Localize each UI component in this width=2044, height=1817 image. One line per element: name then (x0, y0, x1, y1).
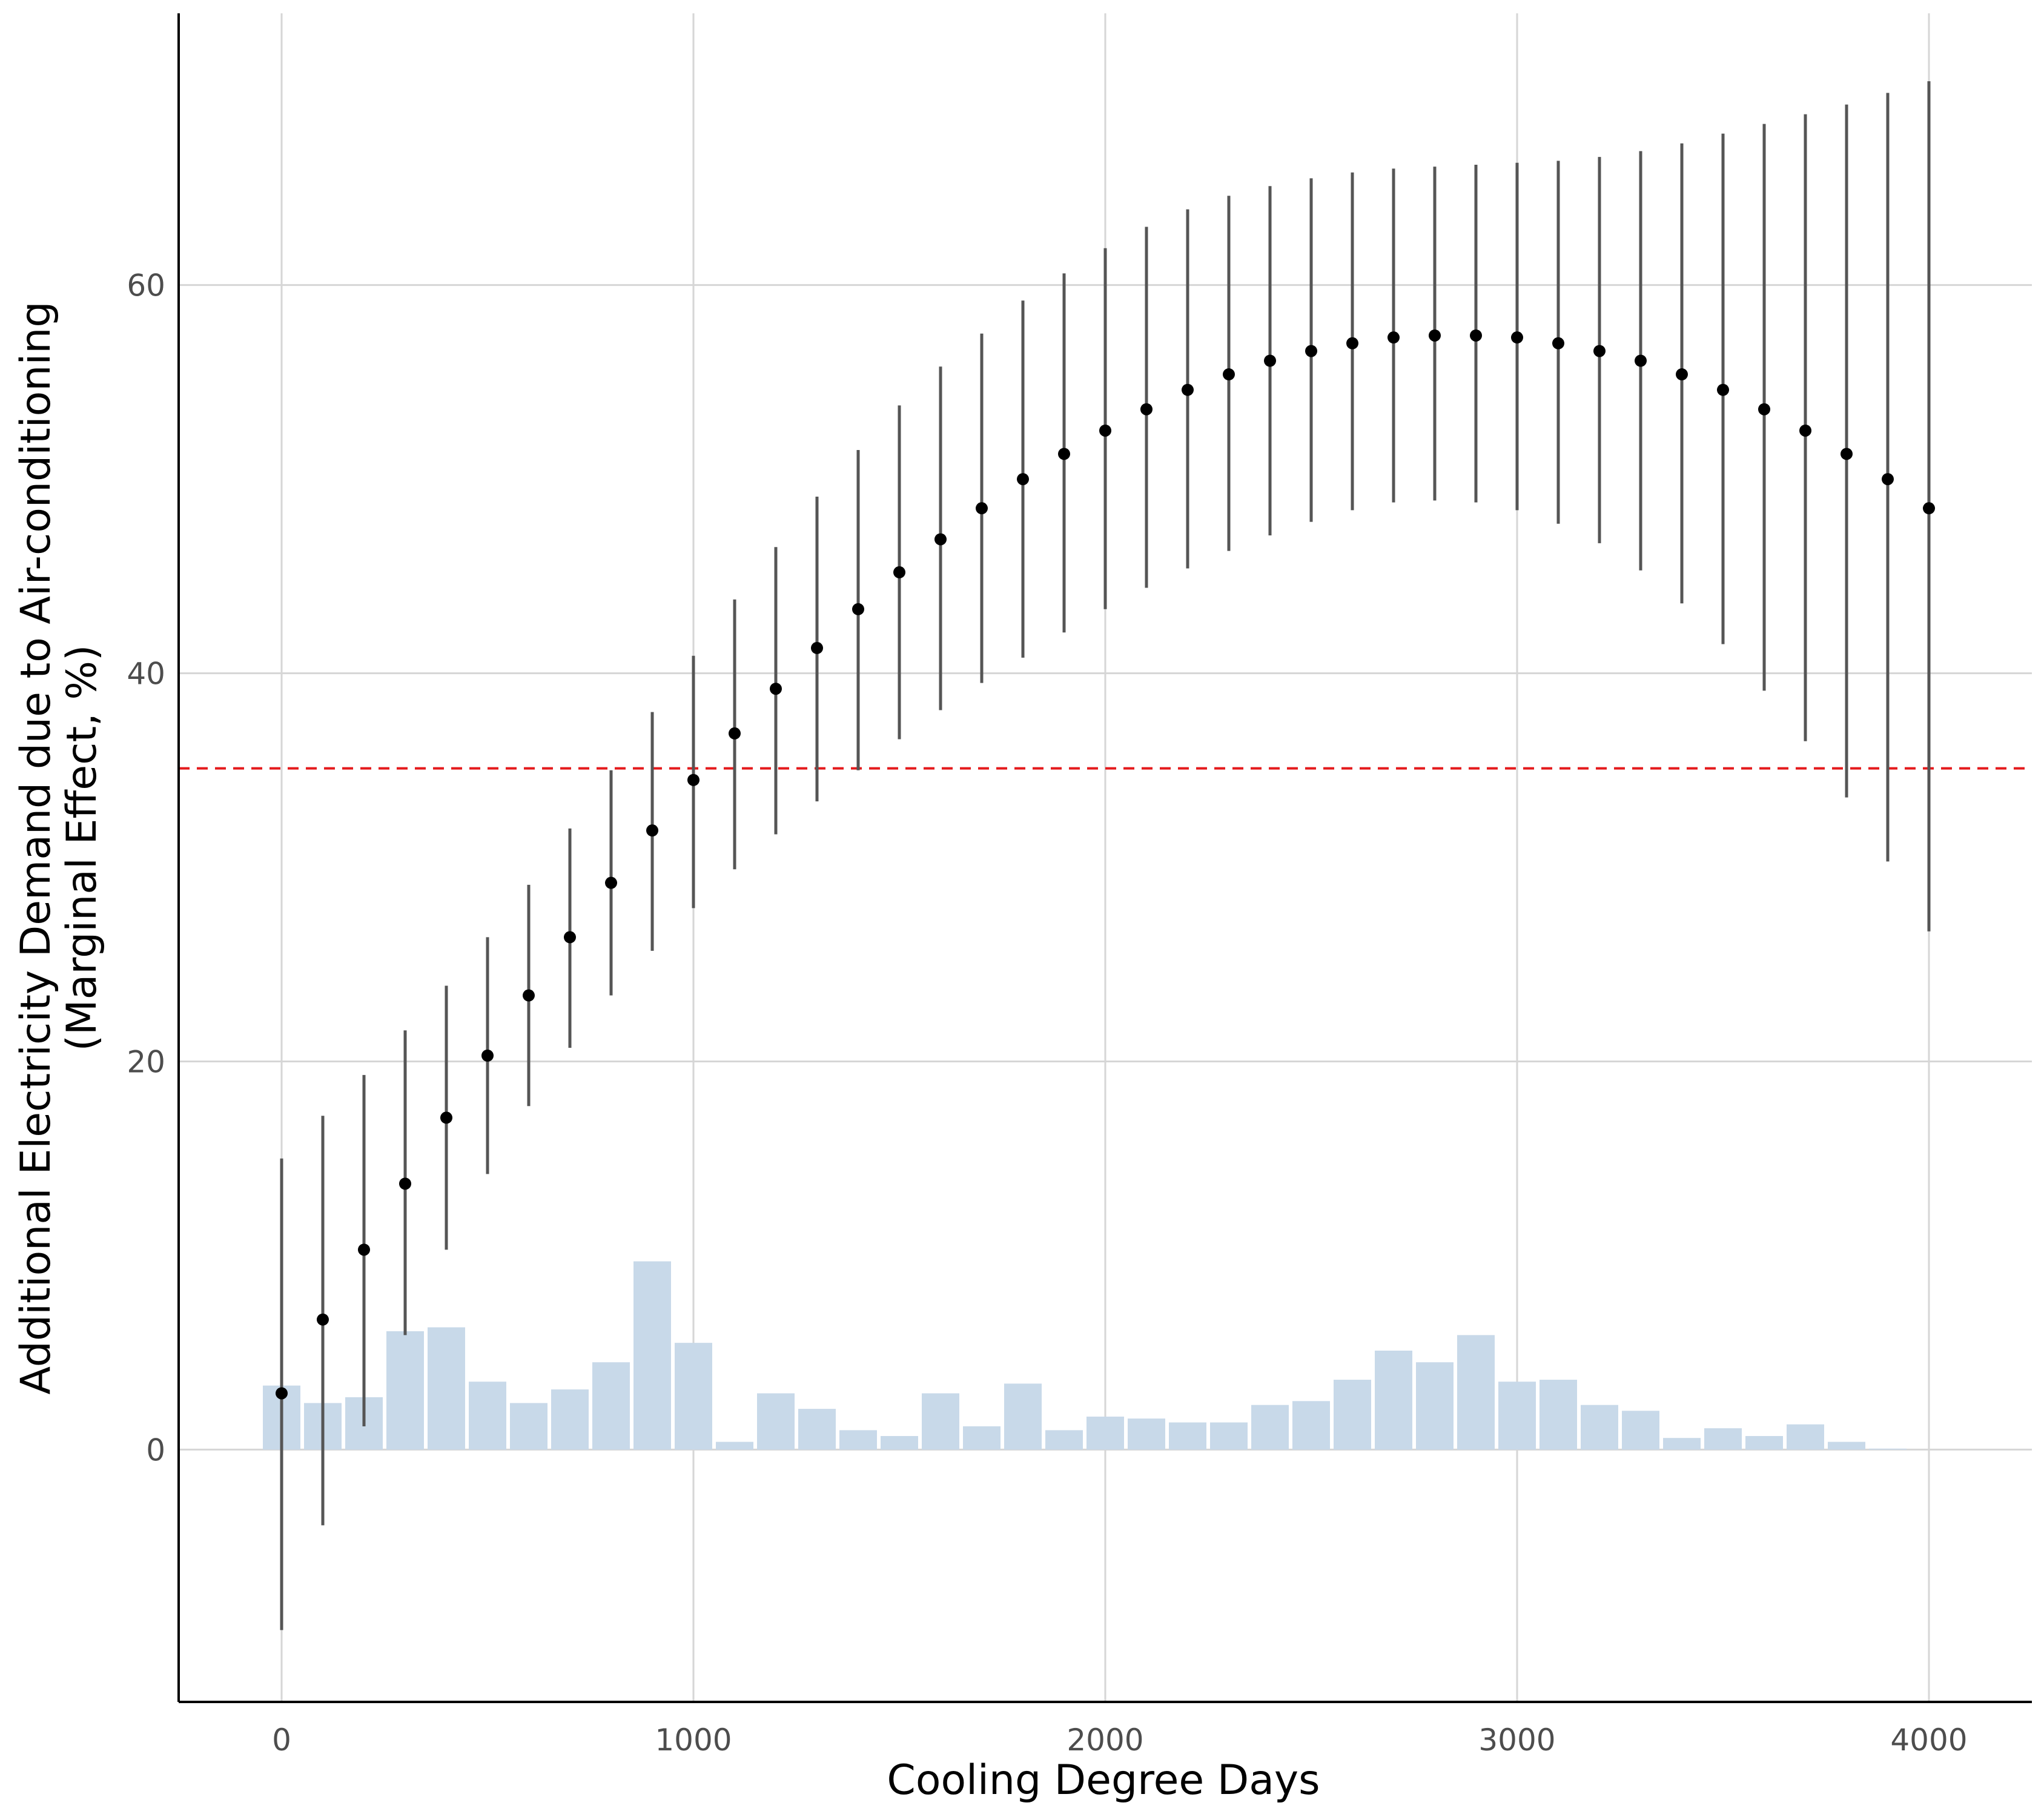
histogram-bar (551, 1389, 589, 1450)
histogram-bar (839, 1430, 877, 1450)
estimate-point (317, 1313, 329, 1326)
estimate-point (1182, 383, 1194, 396)
estimate-point (1264, 354, 1276, 367)
histogram-bar (1169, 1422, 1206, 1450)
estimate-point (1429, 329, 1441, 342)
estimate-point (399, 1177, 411, 1190)
y-axis-title-line-1: Additional Electricity Demand due to Air… (12, 301, 60, 1394)
estimate-point (1676, 368, 1688, 381)
estimate-point (1305, 345, 1317, 357)
estimate-point (1635, 354, 1647, 367)
estimate-point (564, 931, 576, 944)
histogram-bar (716, 1441, 753, 1450)
estimate-point (646, 824, 658, 837)
histogram-bar (1663, 1438, 1701, 1450)
histogram-bar (881, 1435, 918, 1450)
estimate-points (276, 329, 1935, 1400)
estimate-point (852, 603, 864, 615)
histogram-bar (592, 1362, 630, 1450)
estimate-point (687, 773, 700, 786)
estimate-point (1923, 502, 1935, 515)
histogram-bar (757, 1393, 795, 1450)
estimate-point (1223, 368, 1235, 381)
histogram-bar (633, 1261, 671, 1450)
y-tick-label: 40 (127, 657, 165, 692)
histogram-bar (1787, 1424, 1824, 1450)
estimate-point (1346, 337, 1358, 349)
histogram-bar (1334, 1380, 1371, 1450)
estimate-point (1799, 424, 1811, 437)
estimate-point (729, 727, 741, 740)
estimate-point (523, 989, 535, 1002)
estimate-point (1058, 448, 1070, 460)
axes (177, 13, 2032, 1703)
histogram-bar (798, 1409, 836, 1450)
histogram-bar (675, 1343, 712, 1450)
y-tick-label: 0 (146, 1432, 165, 1468)
estimate-point (1470, 329, 1482, 342)
estimate-point (1593, 345, 1606, 357)
histogram-bar (1540, 1380, 1577, 1450)
histogram-bar (922, 1393, 959, 1450)
estimate-point (1882, 473, 1894, 486)
histogram-bar (1292, 1401, 1330, 1450)
y-axis-title-line-2: (Marginal Effect, %) (58, 644, 106, 1051)
histogram-bar (1375, 1350, 1412, 1450)
estimate-point (770, 683, 782, 695)
histogram-bar (1251, 1405, 1289, 1450)
y-tick-label: 60 (127, 268, 165, 303)
y-tick-label: 20 (127, 1044, 165, 1079)
histogram-bar (1045, 1430, 1083, 1450)
histogram-bar (1581, 1405, 1618, 1450)
estimate-point (276, 1387, 288, 1400)
estimate-point (1552, 337, 1564, 349)
x-tick-label: 4000 (1890, 1723, 1967, 1758)
histogram-bar (1704, 1428, 1742, 1450)
x-tick-label: 1000 (655, 1723, 732, 1758)
estimate-point (1841, 448, 1853, 460)
estimate-point (976, 502, 988, 515)
histogram-bar (510, 1403, 547, 1450)
histogram-bar (1210, 1422, 1248, 1450)
x-tick-label: 0 (272, 1723, 291, 1758)
histogram-bar (428, 1327, 465, 1450)
histogram-bar (1416, 1362, 1454, 1450)
estimate-point (605, 876, 617, 889)
estimate-point (1758, 403, 1770, 415)
histogram-bar (1622, 1411, 1659, 1450)
estimate-point (1717, 383, 1729, 396)
estimate-point (1140, 403, 1153, 415)
estimate-point (893, 566, 905, 578)
estimate-point (934, 533, 947, 546)
estimate-point (1017, 473, 1029, 486)
histogram-bar (469, 1382, 506, 1450)
histogram-bar (386, 1331, 424, 1450)
histogram-bar (1869, 1448, 1907, 1450)
histogram-bar (1828, 1441, 1865, 1450)
x-tick-label: 3000 (1478, 1723, 1555, 1758)
histogram-bar (1004, 1383, 1042, 1450)
x-tick-label: 2000 (1067, 1723, 1143, 1758)
histogram-bar (1498, 1382, 1536, 1450)
histogram-bar (1457, 1335, 1495, 1450)
histogram-bars (263, 1261, 1907, 1450)
histogram-bar (1128, 1418, 1165, 1450)
estimate-point (440, 1111, 452, 1124)
histogram-bar (1745, 1435, 1783, 1450)
y-tick-labels: 0 20 40 60 (127, 268, 165, 1468)
estimate-point (1099, 424, 1111, 437)
x-tick-labels: 0 1000 2000 3000 4000 (272, 1723, 1968, 1758)
histogram-bar (963, 1426, 1001, 1450)
estimate-point (481, 1049, 494, 1062)
histogram-bar (1086, 1416, 1124, 1450)
estimate-point (811, 641, 823, 654)
estimate-point (1387, 331, 1400, 344)
estimate-point (358, 1243, 370, 1256)
x-axis-title: Cooling Degree Days (887, 1756, 1320, 1804)
estimate-point (1511, 331, 1523, 344)
